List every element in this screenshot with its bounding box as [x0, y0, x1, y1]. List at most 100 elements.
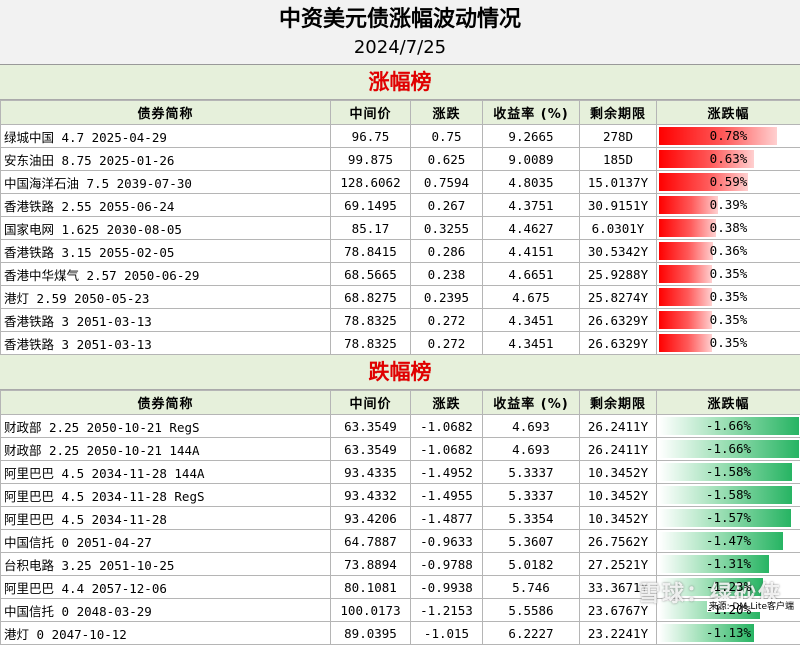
pct-change-label: 0.39% — [657, 194, 800, 216]
bond-name-cell: 台积电路 3.25 2051-10-25 — [1, 553, 331, 576]
bond-name-cell: 绿城中国 4.7 2025-04-29 — [1, 125, 331, 148]
pct-change-cell: -1.47% — [657, 530, 800, 553]
change-cell: 0.2395 — [411, 286, 483, 309]
remaining-term-cell: 26.6329Y — [580, 309, 657, 332]
pct-change-cell: -1.58% — [657, 484, 800, 507]
col-header-term: 剩余期限 — [580, 101, 657, 125]
page-title: 中资美元债涨幅波动情况 — [0, 0, 800, 31]
bond-name-cell: 香港中华煤气 2.57 2050-06-29 — [1, 263, 331, 286]
pct-change-label: 0.78% — [657, 125, 800, 147]
pct-change-cell: -1.13% — [657, 622, 800, 645]
mid-price-cell: 64.7887 — [331, 530, 411, 553]
pct-change-cell: 0.78% — [657, 125, 800, 148]
change-cell: 0.625 — [411, 148, 483, 171]
pct-change-label: -1.57% — [657, 507, 800, 529]
change-cell: -1.2153 — [411, 599, 483, 622]
mid-price-cell: 78.8415 — [331, 240, 411, 263]
change-cell: 0.272 — [411, 332, 483, 355]
bond-name-cell: 财政部 2.25 2050-10-21 RegS — [1, 415, 331, 438]
change-cell: 0.267 — [411, 194, 483, 217]
bond-name-cell: 阿里巴巴 4.5 2034-11-28 — [1, 507, 331, 530]
yield-cell: 5.3337 — [483, 461, 580, 484]
mid-price-cell: 89.0395 — [331, 622, 411, 645]
yield-cell: 4.8035 — [483, 171, 580, 194]
mid-price-cell: 63.3549 — [331, 415, 411, 438]
bond-name-cell: 香港铁路 2.55 2055-06-24 — [1, 194, 331, 217]
pct-change-cell: 0.35% — [657, 286, 800, 309]
pct-change-label: 0.35% — [657, 332, 800, 354]
yield-cell: 4.693 — [483, 415, 580, 438]
remaining-term-cell: 26.7562Y — [580, 530, 657, 553]
bond-name-cell: 中国信托 0 2048-03-29 — [1, 599, 331, 622]
remaining-term-cell: 278D — [580, 125, 657, 148]
remaining-term-cell: 26.2411Y — [580, 438, 657, 461]
yield-cell: 4.3751 — [483, 194, 580, 217]
bond-name-cell: 港灯 0 2047-10-12 — [1, 622, 331, 645]
remaining-term-cell: 30.5342Y — [580, 240, 657, 263]
pct-change-label: 0.35% — [657, 286, 800, 308]
change-cell: -1.4952 — [411, 461, 483, 484]
mid-price-cell: 93.4206 — [331, 507, 411, 530]
mid-price-cell: 99.875 — [331, 148, 411, 171]
pct-change-cell: -1.23% — [657, 576, 800, 599]
pct-change-label: 0.36% — [657, 240, 800, 262]
pct-change-label: -1.13% — [657, 622, 800, 644]
change-cell: 0.75 — [411, 125, 483, 148]
pct-change-cell: -1.57% — [657, 507, 800, 530]
mid-price-cell: 78.8325 — [331, 309, 411, 332]
yield-cell: 4.4151 — [483, 240, 580, 263]
yield-cell: 5.3337 — [483, 484, 580, 507]
col-header-change: 涨跌 — [411, 391, 483, 415]
pct-change-label: -1.23% — [657, 576, 800, 598]
col-header-term: 剩余期限 — [580, 391, 657, 415]
bond-name-cell: 香港铁路 3.15 2055-02-05 — [1, 240, 331, 263]
yield-cell: 4.6651 — [483, 263, 580, 286]
yield-cell: 6.2227 — [483, 622, 580, 645]
pct-change-cell: 0.35% — [657, 332, 800, 355]
pct-change-label: -1.66% — [657, 438, 800, 460]
pct-change-cell: 0.39% — [657, 194, 800, 217]
pct-change-cell: -1.31% — [657, 553, 800, 576]
pct-change-cell: 0.59% — [657, 171, 800, 194]
gainers-header-row: 债券简称 中间价 涨跌 收益率 (%) 剩余期限 涨跌幅 — [1, 101, 800, 125]
remaining-term-cell: 15.0137Y — [580, 171, 657, 194]
remaining-term-cell: 23.2241Y — [580, 622, 657, 645]
remaining-term-cell: 6.0301Y — [580, 217, 657, 240]
pct-change-label: -1.66% — [657, 415, 800, 437]
gainers-section-title: 涨幅榜 — [0, 65, 800, 100]
pct-change-cell: 0.36% — [657, 240, 800, 263]
remaining-term-cell: 10.3452Y — [580, 484, 657, 507]
mid-price-cell: 100.0173 — [331, 599, 411, 622]
mid-price-cell: 128.6062 — [331, 171, 411, 194]
bond-name-cell: 中国海洋石油 7.5 2039-07-30 — [1, 171, 331, 194]
pct-change-cell: 0.63% — [657, 148, 800, 171]
remaining-term-cell: 30.9151Y — [580, 194, 657, 217]
change-cell: 0.7594 — [411, 171, 483, 194]
bond-name-cell: 阿里巴巴 4.5 2034-11-28 144A — [1, 461, 331, 484]
yield-cell: 5.3354 — [483, 507, 580, 530]
mid-price-cell: 93.4332 — [331, 484, 411, 507]
pct-change-cell: -1.58% — [657, 461, 800, 484]
change-cell: -1.0682 — [411, 438, 483, 461]
remaining-term-cell: 25.9288Y — [580, 263, 657, 286]
mid-price-cell: 85.17 — [331, 217, 411, 240]
gainers-table: 债券简称 中间价 涨跌 收益率 (%) 剩余期限 涨跌幅 绿城中国 4.7 20… — [0, 100, 800, 355]
change-cell: -1.4877 — [411, 507, 483, 530]
losers-section-title: 跌幅榜 — [0, 355, 800, 390]
col-header-yield: 收益率 (%) — [483, 101, 580, 125]
bond-name-cell: 财政部 2.25 2050-10-21 144A — [1, 438, 331, 461]
pct-change-cell: 0.35% — [657, 263, 800, 286]
remaining-term-cell: 10.3452Y — [580, 507, 657, 530]
pct-change-cell: 0.38% — [657, 217, 800, 240]
